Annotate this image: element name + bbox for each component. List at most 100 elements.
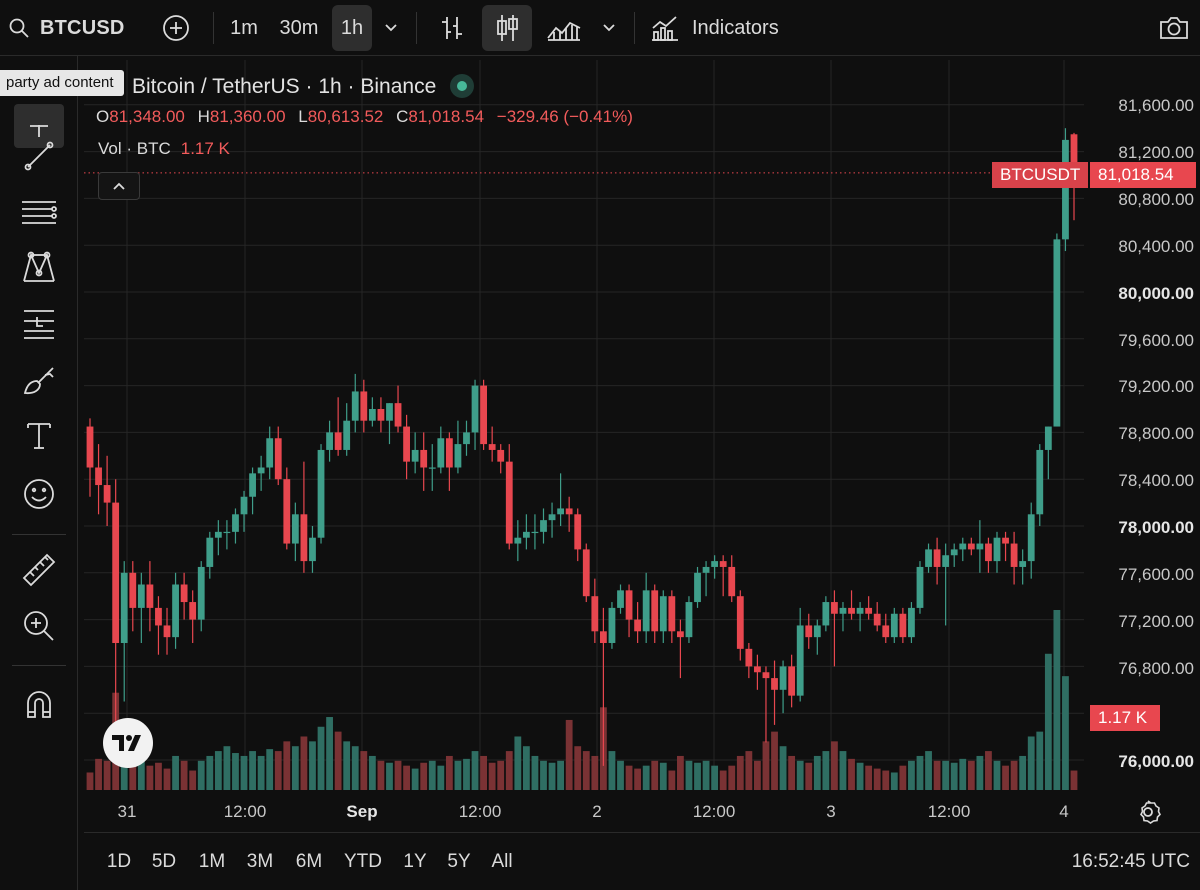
volume-bar	[908, 760, 915, 790]
candle-body	[360, 391, 368, 421]
open-key: O	[96, 107, 110, 126]
volume-bar	[925, 751, 932, 790]
range-button-ytd[interactable]: YTD	[344, 851, 382, 872]
candle-body	[599, 631, 607, 643]
volume-bar	[326, 717, 333, 790]
candle-body	[813, 625, 821, 638]
xabcd-pattern-icon	[23, 251, 55, 282]
magnet-tool[interactable]	[14, 682, 64, 726]
volume-bar	[1027, 736, 1035, 790]
candle-body	[719, 561, 727, 567]
range-button-5y[interactable]: 5Y	[447, 851, 471, 872]
volume-bar	[565, 719, 573, 790]
candle-body	[488, 444, 496, 450]
volume-bar	[642, 765, 650, 790]
volume-bar	[480, 755, 487, 790]
candle-body	[505, 461, 513, 544]
measure-tool[interactable]	[14, 548, 64, 592]
area-chart-type-button[interactable]	[542, 0, 586, 56]
candle-body	[865, 607, 873, 614]
candle-body	[942, 555, 950, 567]
pattern-tool[interactable]	[14, 246, 64, 290]
area-chart-icon	[547, 21, 581, 41]
price-scale-label: 78,000.00	[1118, 518, 1194, 537]
candle-body	[300, 514, 308, 562]
volume-bar	[95, 758, 102, 790]
volume-bar	[411, 768, 419, 790]
volume-price-tag: 1.17 K	[1090, 705, 1160, 731]
volume-bar	[463, 758, 470, 790]
range-button-1d[interactable]: 1D	[106, 851, 132, 872]
candles-chart-type-button[interactable]	[482, 5, 532, 51]
collapse-legend-button[interactable]	[98, 172, 140, 200]
candle-body	[112, 502, 120, 643]
emoji-tool[interactable]	[14, 472, 64, 516]
toolbar-divider	[12, 534, 66, 535]
volume-bar	[711, 765, 719, 790]
chart-pane[interactable]	[84, 60, 1200, 792]
candle-body	[240, 496, 248, 515]
candle-body	[223, 531, 231, 534]
volume-bar	[266, 749, 274, 790]
candle-body	[694, 572, 701, 603]
range-button-all[interactable]: All	[491, 851, 513, 872]
candle-body	[745, 648, 753, 667]
long-position-icon	[24, 310, 54, 339]
candle-body	[762, 672, 770, 679]
parallel-channel-tool[interactable]	[14, 190, 64, 234]
candle-body	[1053, 239, 1061, 427]
chart-type-dropdown[interactable]	[596, 0, 622, 56]
trend-line-tool[interactable]	[14, 134, 64, 178]
volume-bar	[471, 751, 479, 790]
symbol-label: BTCUSD	[40, 16, 125, 39]
indicators-button[interactable]: Indicators	[650, 0, 800, 56]
price-chart[interactable]	[84, 60, 1200, 792]
timeframe-1m[interactable]: 1m	[230, 16, 258, 39]
timeframe-1h[interactable]: 1h	[332, 5, 372, 51]
symbol-search[interactable]: BTCUSD	[8, 0, 138, 56]
forecasting-tool[interactable]	[14, 302, 64, 346]
snapshot-button[interactable]	[1152, 0, 1196, 56]
candle-body	[471, 385, 479, 433]
volume-bar	[582, 751, 590, 790]
volume-bar	[343, 741, 351, 790]
volume-bar	[505, 751, 513, 790]
range-button-5d[interactable]: 5D	[151, 851, 177, 872]
candle-body	[711, 561, 719, 567]
volume-bar	[745, 751, 753, 790]
candle-body	[497, 449, 505, 462]
tradingview-logo[interactable]	[103, 718, 153, 768]
volume-bar	[890, 772, 898, 790]
candle-body	[771, 678, 778, 690]
candle-body	[257, 467, 265, 474]
range-button-3m[interactable]: 3M	[246, 851, 274, 872]
bar-chart-type-button[interactable]	[430, 0, 474, 56]
camera-icon	[1160, 17, 1188, 39]
crosshair-tool[interactable]	[14, 104, 64, 148]
volume-bar	[497, 760, 505, 790]
volume-bar	[1044, 653, 1052, 790]
range-button-1y[interactable]: 1Y	[403, 851, 427, 872]
brush-icon	[23, 367, 54, 395]
zoom-in-tool[interactable]	[14, 604, 64, 648]
chevron-down-icon	[603, 24, 615, 32]
candle-body	[86, 426, 94, 468]
volume-bar	[839, 751, 847, 790]
chevron-down-icon	[385, 24, 397, 32]
price-scale-label: 80,800.00	[1118, 190, 1194, 209]
timeframe-30m[interactable]: 30m	[279, 16, 319, 39]
volume-bar	[1062, 676, 1069, 790]
candle-body	[950, 549, 958, 556]
range-button-6m[interactable]: 6M	[295, 851, 323, 872]
compare-button[interactable]	[156, 0, 196, 56]
text-tool[interactable]	[14, 414, 64, 458]
utc-clock[interactable]: 16:52:45 UTC	[1071, 851, 1190, 872]
symbol-description: Bitcoin / TetherUS · 1h · Binance	[132, 75, 437, 98]
brush-tool[interactable]	[14, 358, 64, 402]
range-button-1m[interactable]: 1M	[198, 851, 226, 872]
volume-bar	[540, 760, 547, 790]
settings-gear-icon[interactable]	[1134, 798, 1162, 826]
market-status-icon[interactable]	[450, 74, 475, 98]
candle-body	[283, 479, 291, 544]
timeframe-dropdown[interactable]	[378, 0, 404, 56]
